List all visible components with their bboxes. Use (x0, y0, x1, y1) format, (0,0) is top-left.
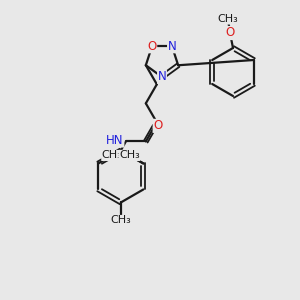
Text: N: N (158, 70, 166, 83)
Text: CH₃: CH₃ (102, 151, 122, 160)
Text: O: O (147, 40, 157, 53)
Text: HN: HN (106, 134, 124, 147)
Text: CH₃: CH₃ (119, 151, 140, 160)
Text: N: N (168, 40, 176, 53)
Text: CH₃: CH₃ (110, 215, 131, 226)
Text: O: O (153, 119, 163, 132)
Text: CH₃: CH₃ (218, 14, 239, 24)
Text: O: O (225, 26, 235, 40)
